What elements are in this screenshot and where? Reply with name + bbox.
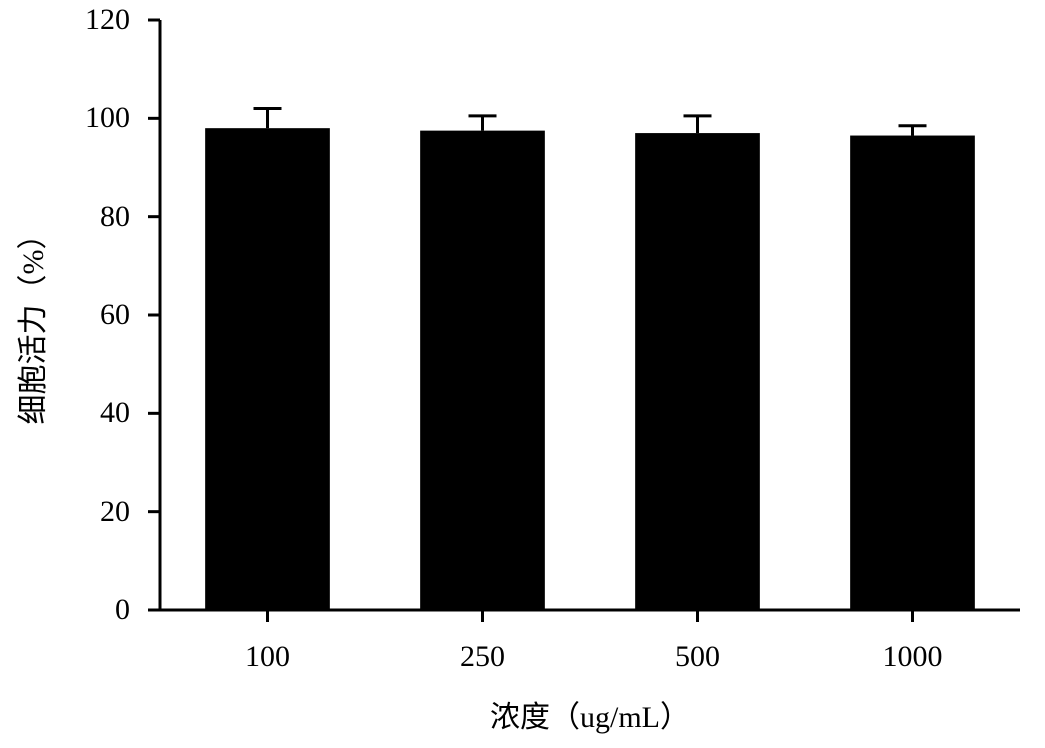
bar [850,136,975,610]
y-tick-label: 20 [100,495,130,529]
y-tick-label: 60 [100,298,130,332]
bar-chart: 0 20 40 60 80 100 120 100 250 500 1000 细胞活力（%） 浓度（ug… [0,0,1045,748]
y-axis-title: 细胞活力（%） [8,182,52,462]
x-axis-title: 浓度（ug/mL） [410,692,770,736]
y-tick-label: 40 [100,396,130,430]
x-tick-label: 1000 [853,640,973,674]
bar [420,131,545,610]
bar [205,128,330,610]
chart-svg [0,0,1045,748]
x-tick-label: 500 [638,640,758,674]
bar [635,133,760,610]
y-tick-label: 0 [115,593,130,627]
y-tick-label: 80 [100,200,130,234]
x-tick-label: 100 [208,640,328,674]
x-tick-label: 250 [423,640,543,674]
y-tick-label: 100 [85,101,130,135]
y-tick-label: 120 [85,3,130,37]
